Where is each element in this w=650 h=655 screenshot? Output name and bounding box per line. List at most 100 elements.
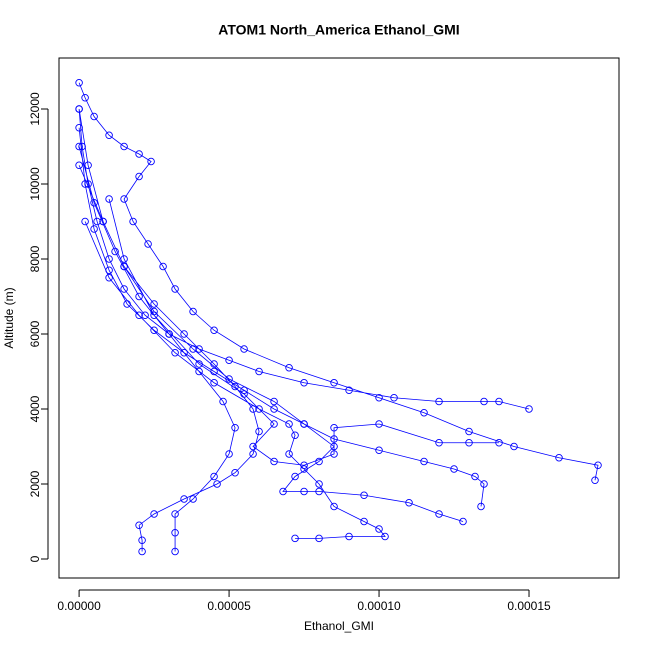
data-point [189, 495, 197, 503]
data-point [345, 532, 353, 541]
data-point [315, 487, 323, 496]
data-point [240, 390, 248, 398]
data-point [219, 397, 227, 406]
data-point [291, 534, 299, 543]
data-point [255, 367, 263, 376]
data-point [123, 300, 131, 308]
data-point [405, 498, 413, 507]
x-axis-label: Ethanol_GMI [304, 619, 374, 633]
data-point [105, 131, 113, 139]
data-point [75, 161, 83, 169]
data-point [279, 487, 287, 496]
data-point [120, 142, 128, 151]
data-point [555, 453, 563, 462]
x-tick-label: 0.00005 [207, 599, 251, 613]
data-point [120, 195, 128, 203]
data-point [390, 393, 398, 402]
data-point [495, 438, 503, 447]
data-point [171, 510, 179, 518]
series-line [78, 82, 599, 552]
data-point [465, 427, 473, 436]
data-point [150, 311, 158, 319]
data-point [525, 405, 533, 413]
data-point [480, 397, 488, 406]
data-point [240, 345, 248, 353]
data-point [291, 431, 299, 439]
data-point [300, 420, 308, 428]
data-point [471, 472, 479, 481]
x-tick-label: 0.00015 [507, 599, 551, 613]
data-point [210, 326, 218, 334]
data-point [180, 330, 188, 338]
data-point [75, 123, 83, 132]
y-tick-label: 4000 [28, 395, 42, 422]
data-point [195, 367, 203, 376]
data-point [330, 435, 338, 443]
data-point [249, 450, 257, 458]
data-point [147, 157, 155, 166]
data-point [135, 521, 143, 529]
data-point [495, 397, 503, 406]
x-tick-label: 0.00000 [57, 599, 101, 613]
data-point [90, 198, 98, 207]
data-point [315, 534, 323, 543]
data-point [381, 532, 389, 541]
data-point [225, 450, 233, 458]
data-point [165, 330, 173, 338]
data-point [135, 292, 143, 301]
data-point [594, 461, 602, 469]
data-point [231, 468, 239, 477]
y-tick-label: 2000 [28, 470, 42, 497]
data-point [285, 420, 293, 428]
data-point [270, 405, 278, 413]
data-point [300, 465, 308, 473]
data-point [591, 476, 599, 484]
data-point [210, 367, 218, 376]
data-point [105, 255, 113, 263]
y-tick-label: 12000 [28, 92, 42, 126]
data-point [81, 93, 89, 102]
data-point [78, 142, 86, 151]
data-point [249, 405, 257, 413]
y-tick-label: 0 [28, 555, 42, 562]
y-tick-label: 6000 [28, 320, 42, 347]
data-point [141, 311, 149, 319]
data-point [375, 420, 383, 428]
data-point [180, 495, 188, 503]
data-point [270, 457, 278, 466]
data-point [213, 480, 221, 488]
data-point [180, 348, 188, 357]
data-point [345, 386, 353, 394]
x-tick-label: 0.00010 [357, 599, 401, 613]
data-point [210, 472, 218, 481]
data-point [330, 502, 338, 511]
data-point [231, 382, 239, 391]
data-point [435, 397, 443, 406]
data-point [144, 240, 152, 248]
data-point [315, 457, 323, 466]
data-point [150, 326, 158, 334]
data-point [285, 363, 293, 372]
data-point [210, 378, 218, 387]
data-point [75, 142, 83, 151]
data-point [300, 487, 308, 496]
data-point [249, 442, 257, 451]
data-point [111, 247, 119, 256]
data-point [450, 465, 458, 473]
data-point [129, 217, 137, 226]
data-point [84, 180, 92, 188]
data-point [150, 300, 158, 308]
data-point [270, 420, 278, 428]
data-point [171, 348, 179, 357]
data-point [255, 427, 263, 436]
data-point [435, 510, 443, 518]
data-point [315, 480, 323, 488]
data-point [189, 345, 197, 353]
data-point [120, 255, 128, 263]
plot-frame [58, 57, 620, 579]
data-point [171, 528, 179, 537]
data-point [189, 307, 197, 316]
data-point [81, 217, 89, 226]
data-point [120, 262, 128, 271]
